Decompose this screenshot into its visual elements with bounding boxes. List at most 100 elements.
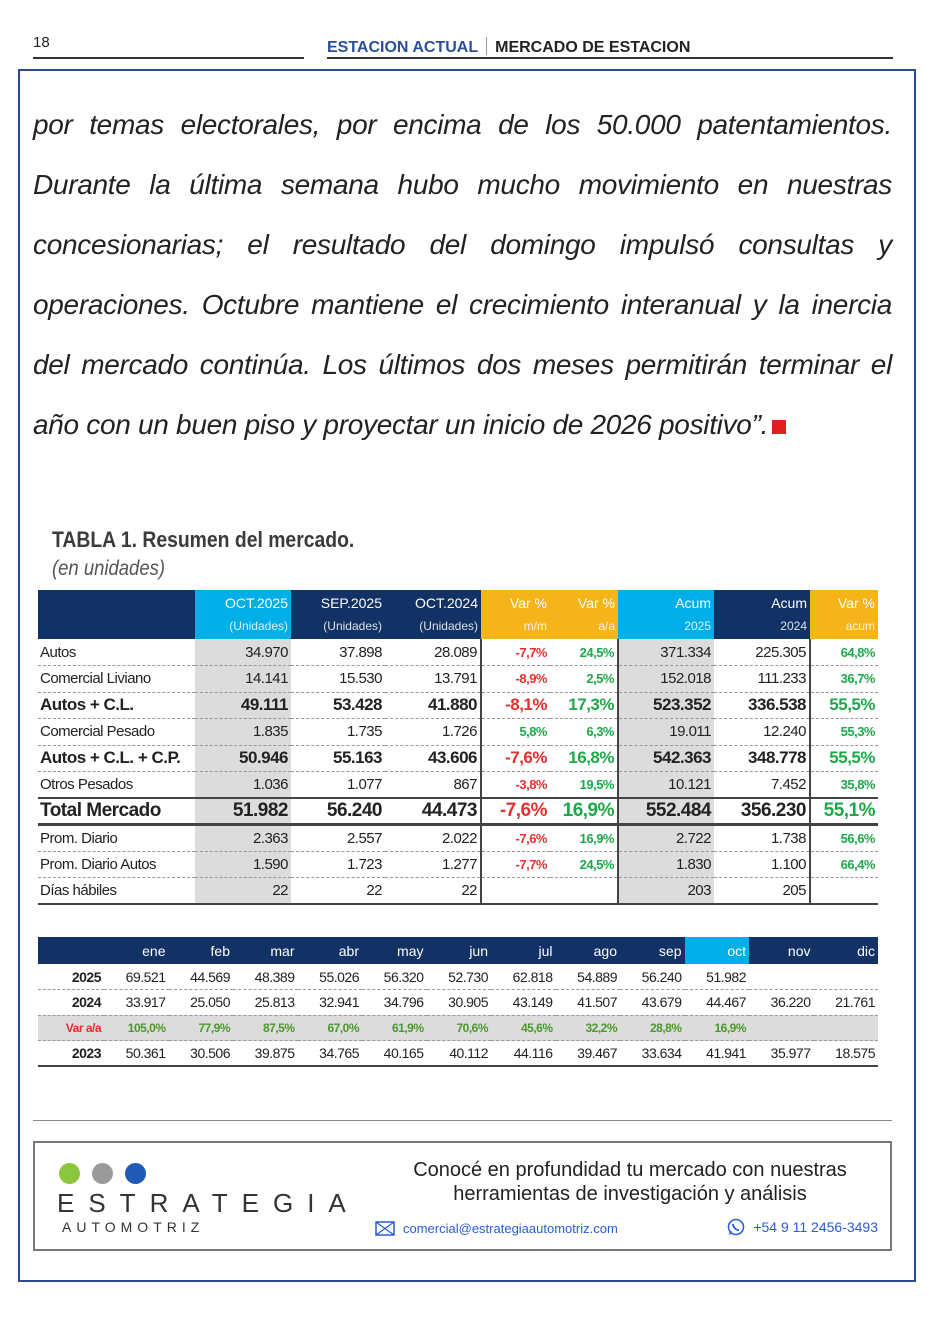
table-cell: 34.765 <box>297 1040 362 1067</box>
logo-dot-green-icon <box>59 1163 80 1184</box>
row-label: Autos <box>38 639 195 666</box>
email-link[interactable]: comercial@estrategiaautomotriz.com <box>375 1221 618 1236</box>
row-label: Comercial Pesado <box>38 718 195 746</box>
table-subtitle: (en unidades) <box>52 557 166 580</box>
market-summary-table: OCT.2025 (Unidades) SEP.2025 (Unidades) OCT.… <box>38 590 878 905</box>
table-cell: 22 <box>195 877 291 905</box>
table-cell: 62.818 <box>491 964 556 990</box>
phone-link[interactable]: +54 9 11 2456-3493 <box>727 1218 878 1236</box>
section-heading: ESTACION ACTUAL MERCADO DE ESTACION <box>327 37 690 57</box>
page-frame <box>18 69 916 1282</box>
table-cell: 55,3% <box>809 718 878 746</box>
table-cell: -7,6% <box>480 745 550 772</box>
month-header: ago <box>555 937 620 964</box>
header-rule <box>327 57 893 59</box>
row-label: Otros Pesados <box>38 771 195 799</box>
table-cell: 867 <box>385 771 481 799</box>
table-cell <box>809 877 878 905</box>
table-cell: 19,5% <box>550 771 618 799</box>
table-cell: -7,7% <box>480 639 550 666</box>
table-cell <box>550 877 618 905</box>
table-cell: 1.738 <box>714 824 810 852</box>
ad-line-2: herramientas de investigación y análisis <box>453 1183 807 1205</box>
section-name: ESTACION ACTUAL <box>327 39 479 56</box>
column-header: Acum 2025 <box>618 590 714 639</box>
table-cell: 1.100 <box>714 851 810 878</box>
table-cell: 1.735 <box>291 718 385 746</box>
table-row: Prom. Diario Autos 1.590 1.723 1.277 -7,7% 24… <box>38 851 878 878</box>
table-cell: 13.791 <box>385 665 481 693</box>
table-cell: 552.484 <box>617 797 714 826</box>
table-cell: 32.941 <box>297 989 362 1016</box>
logo-subtitle: AUTOMOTRIZ <box>62 1219 205 1235</box>
table-cell: 36,7% <box>809 665 878 693</box>
table-cell: 56,6% <box>809 824 878 852</box>
month-header: feb <box>168 937 233 964</box>
month-header: abr <box>297 937 362 964</box>
table-row: Var a/a 105,0% 77,9% 87,5% 67,0% 61,9% 70,6% 45… <box>38 1015 878 1041</box>
logo-wordmark: ESTRATEGIA <box>57 1188 360 1218</box>
table-cell: 56.320 <box>362 964 427 990</box>
table-cell: 43.149 <box>491 989 556 1016</box>
table-cell: 348.778 <box>714 745 810 772</box>
column-header: Var % acum <box>810 590 878 639</box>
row-label: Comercial Liviano <box>38 665 195 693</box>
table-cell: 40.165 <box>362 1040 427 1067</box>
table-cell: 25.813 <box>233 989 298 1016</box>
table-cell: 35.977 <box>749 1040 814 1067</box>
row-label: Var a/a <box>38 1015 104 1041</box>
table-cell: 1.835 <box>195 718 291 746</box>
table-cell: 15.530 <box>291 665 385 693</box>
month-header: ene <box>104 937 169 964</box>
row-label: Autos + C.L. + C.P. <box>38 745 195 772</box>
monthly-table: ene feb mar abr may jun jul ago sep oct nov dic 2025… <box>38 937 878 1067</box>
table-cell: 70,6% <box>426 1015 491 1041</box>
table-cell: 16,8% <box>550 745 618 772</box>
table-row: 2024 33.917 25.050 25.813 32.941 34.796 30.905… <box>38 989 878 1016</box>
month-header: dic <box>813 937 878 964</box>
row-label: Total Mercado <box>38 797 195 826</box>
table-cell: 61,9% <box>362 1015 427 1041</box>
table-row: Otros Pesados 1.036 1.077 867 -3,8% 19,5% 10.1… <box>38 771 878 799</box>
table-title: TABLA 1. Resumen del mercado. <box>52 527 355 552</box>
phone-text: +54 9 11 2456-3493 <box>753 1219 878 1235</box>
column-header: Var % m/m <box>481 590 550 639</box>
table-cell: 205 <box>714 877 810 905</box>
table-row: 2025 69.521 44.569 48.389 55.026 56.320 52.730… <box>38 964 878 990</box>
table-cell: 35,8% <box>809 771 878 799</box>
row-label: 2023 <box>38 1040 104 1067</box>
table-cell: 105,0% <box>104 1015 169 1041</box>
table-row: Total Mercado 51.982 56.240 44.473 -7,6% 16,9… <box>38 797 878 826</box>
table-cell: 12.240 <box>714 718 810 746</box>
table-cell: 371.334 <box>617 639 714 666</box>
divider <box>33 1120 892 1121</box>
table-cell: 56.240 <box>291 797 385 826</box>
row-label: Autos + C.L. <box>38 692 195 719</box>
table-cell: 542.363 <box>617 745 714 772</box>
table-cell: -7,6% <box>480 824 550 852</box>
table-cell: 25.050 <box>168 989 233 1016</box>
logo-dot-gray-icon <box>92 1163 113 1184</box>
table-cell: 34.970 <box>195 639 291 666</box>
whatsapp-icon <box>728 1218 745 1236</box>
table-header-blank <box>38 937 104 964</box>
table-cell: 19.011 <box>617 718 714 746</box>
table-cell: 41.507 <box>555 989 620 1016</box>
table-cell: 44.116 <box>491 1040 556 1067</box>
table-cell: 10.121 <box>617 771 714 799</box>
row-label: 2024 <box>38 989 104 1016</box>
logo-dot-blue-icon <box>125 1163 146 1184</box>
row-label: Prom. Diario <box>38 824 195 852</box>
table-row: Autos + C.L. + C.P. 50.946 55.163 43.606 -7,… <box>38 745 878 772</box>
table-cell: 16,9% <box>684 1015 749 1041</box>
row-label: Días hábiles <box>38 877 195 905</box>
table-cell: 336.538 <box>714 692 810 719</box>
advertisement-banner[interactable]: ESTRATEGIA AUTOMOTRIZ Conocé en profundi… <box>33 1141 892 1251</box>
email-text: comercial@estrategiaautomotriz.com <box>403 1221 618 1236</box>
table-cell: 32,2% <box>555 1015 620 1041</box>
table-cell: 39.467 <box>555 1040 620 1067</box>
table-cell: 203 <box>617 877 714 905</box>
table-cell <box>749 1015 814 1041</box>
table-cell: 22 <box>291 877 385 905</box>
table-cell: 69.521 <box>104 964 169 990</box>
